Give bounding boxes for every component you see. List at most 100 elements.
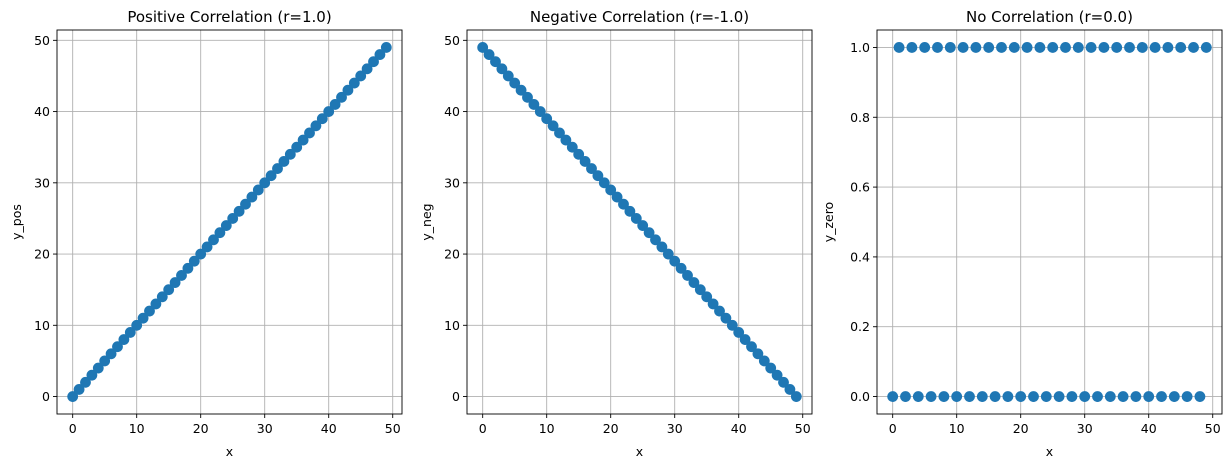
scatter-point xyxy=(694,284,706,296)
scatter-point xyxy=(1104,391,1116,402)
scatter-point xyxy=(1034,42,1046,53)
scatter-point xyxy=(259,177,271,189)
scatter-point xyxy=(278,156,290,167)
scatter-point xyxy=(272,163,283,174)
scatter-point xyxy=(496,63,508,75)
scatter-point xyxy=(682,270,693,281)
scatter-point xyxy=(522,91,533,103)
scatter-point xyxy=(1002,391,1014,402)
scatter-point xyxy=(284,148,296,160)
y-tick-label: 0.6 xyxy=(850,180,870,195)
scatter-point xyxy=(996,42,1007,53)
x-axis-label: x xyxy=(1046,444,1053,459)
scatter-point xyxy=(528,99,540,110)
scatter-point xyxy=(297,134,309,146)
scatter-point xyxy=(618,198,629,210)
scatter-point xyxy=(240,198,251,210)
scatter-point xyxy=(906,42,918,53)
scatter-point xyxy=(534,106,546,117)
scatter-point xyxy=(1072,42,1084,53)
scatter-point xyxy=(1181,391,1193,402)
scatter-point xyxy=(105,348,117,360)
plot-area: 0 10 20 30 40 50 0.0 0.2 0.4 0.6 0.8 1.0 xyxy=(850,29,1223,436)
scatter-point xyxy=(208,234,219,246)
scatter-point xyxy=(1188,42,1199,53)
scatter-point xyxy=(150,298,162,310)
scatter-point xyxy=(1028,391,1039,402)
scatter-point xyxy=(1194,391,1206,402)
y-tick-label: 30 xyxy=(34,175,50,190)
y-tick-label: 10 xyxy=(444,318,460,333)
x-tick-label: 0 xyxy=(69,421,77,436)
y-axis-label: y_zero xyxy=(821,202,836,242)
scatter-point xyxy=(650,234,661,246)
x-tick-label: 20 xyxy=(1013,421,1029,436)
scatter-point xyxy=(784,384,796,395)
scatter-point xyxy=(1117,391,1129,402)
scatter-point xyxy=(714,305,725,317)
scatter-point xyxy=(925,391,937,402)
scatter-point xyxy=(675,262,687,274)
scatter-point xyxy=(252,184,264,196)
scatter-point xyxy=(573,148,585,160)
scatter-point xyxy=(970,42,982,53)
scatter-point xyxy=(688,277,700,288)
scatter-point xyxy=(669,255,681,267)
scatter-point xyxy=(1200,42,1212,53)
scatter-point xyxy=(1143,391,1155,402)
plot-area: 0 10 20 30 40 50 0 10 20 30 40 50 xyxy=(34,29,403,436)
x-tick-label: 20 xyxy=(603,421,619,436)
scatter-point xyxy=(124,327,136,338)
scatter-point xyxy=(1053,391,1065,402)
scatter-point xyxy=(592,170,604,182)
scatter-point xyxy=(643,227,655,239)
scatter-point xyxy=(707,298,719,310)
scatter-point xyxy=(92,362,104,374)
positive-correlation-panel: 0 10 20 30 40 50 0 10 20 30 40 50 Positive Correlat… xyxy=(9,8,403,459)
x-tick-label: 50 xyxy=(1205,421,1221,436)
scatter-point xyxy=(893,42,905,53)
scatter-point xyxy=(195,248,207,260)
scatter-point xyxy=(932,42,943,53)
scatter-point xyxy=(86,369,98,381)
y-tick-label: 0 xyxy=(42,389,50,404)
scatter-point xyxy=(1156,391,1167,402)
scatter-point xyxy=(490,56,501,68)
scatter-point xyxy=(144,305,155,317)
scatter-point xyxy=(176,270,187,281)
x-axis-label: x xyxy=(226,444,233,459)
scatter-point xyxy=(554,127,565,139)
y-tick-label: 0.2 xyxy=(850,319,870,334)
scatter-point xyxy=(163,284,175,296)
scatter-point xyxy=(361,63,373,75)
scatter-point xyxy=(752,348,764,360)
scatter-point xyxy=(1066,391,1078,402)
scatter-point xyxy=(1149,42,1161,53)
scatter-point xyxy=(265,170,277,182)
scatter-point xyxy=(1047,42,1059,53)
scatter-point xyxy=(701,291,713,303)
scatter-point xyxy=(560,134,572,146)
scatter-point xyxy=(227,213,239,224)
x-tick-label: 40 xyxy=(1141,421,1157,436)
y-tick-label: 10 xyxy=(34,318,50,333)
scatter-point xyxy=(1175,42,1187,53)
chart-title: Negative Correlation (r=-1.0) xyxy=(530,8,749,26)
scatter-point xyxy=(348,77,360,89)
scatter-point xyxy=(1060,42,1071,53)
scatter-point xyxy=(1015,391,1027,402)
y-tick-label: 1.0 xyxy=(850,40,870,55)
scatter-point xyxy=(188,255,200,267)
scatter-point xyxy=(637,220,649,231)
scatter-point xyxy=(1124,42,1135,53)
scatter-point xyxy=(291,141,303,153)
scatter-point xyxy=(989,391,1001,402)
x-tick-label: 50 xyxy=(385,421,401,436)
scatter-point xyxy=(1079,391,1091,402)
scatter-point xyxy=(1092,391,1103,402)
scatter-point xyxy=(169,277,181,288)
scatter-point xyxy=(99,355,111,367)
negative-correlation-panel: 0 10 20 30 40 50 0 10 20 30 40 50 Negative Correlat… xyxy=(419,8,813,459)
scatter-point xyxy=(336,91,347,103)
